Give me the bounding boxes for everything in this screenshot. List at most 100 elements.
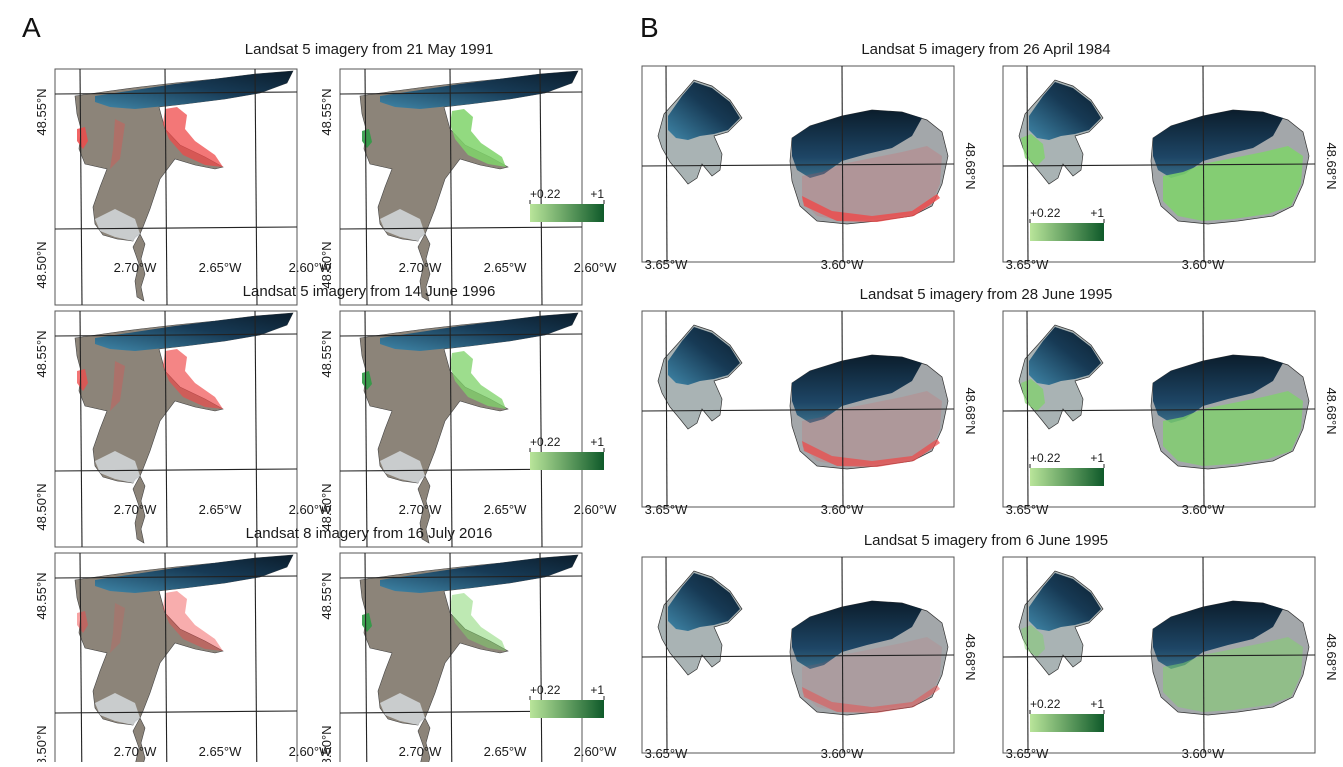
map-content	[359, 554, 579, 767]
pond-east-water	[1153, 601, 1283, 669]
rgb-map	[641, 556, 955, 754]
meridian-line	[364, 68, 368, 306]
meridian-line	[1026, 310, 1029, 508]
map-content	[1018, 570, 1310, 716]
red-vegetation	[77, 611, 88, 633]
x-tick-label: 2.65°W	[199, 744, 243, 759]
colorbar-ramp	[1030, 468, 1104, 486]
meridian-line	[364, 552, 368, 767]
x-tick-label: 2.60°W	[289, 502, 333, 517]
y-tick-label: 48.68°N	[1324, 142, 1339, 189]
x-tick-label: 3.65°W	[645, 746, 689, 761]
x-tick-label: 2.65°W	[484, 744, 528, 759]
y-tick-label: 48.50°N	[319, 725, 334, 762]
meridian-line	[665, 556, 668, 754]
map-content	[1018, 79, 1310, 225]
meridian-line	[449, 68, 453, 306]
parallel-line	[54, 226, 298, 230]
bright-flat	[380, 451, 425, 483]
land-channel	[132, 717, 146, 767]
x-tick-label: 3.60°W	[1182, 746, 1226, 761]
water-area	[95, 555, 293, 593]
red-vegetation	[802, 685, 940, 713]
map-content	[74, 554, 294, 767]
bright-flat	[95, 209, 140, 241]
panel-b: Landsat 5 imagery from 26 April 1984 +0.2…	[641, 41, 1339, 761]
land-channel	[417, 717, 431, 767]
y-tick-label: 48.68°N	[963, 633, 978, 680]
meridian-line	[1026, 65, 1029, 263]
map-content	[359, 70, 579, 302]
parallel-line	[339, 575, 583, 579]
x-tick-label: 2.70°W	[114, 744, 158, 759]
y-tick-label: 48.68°N	[963, 387, 978, 434]
parallel-line	[339, 333, 583, 337]
x-tick-label: 3.60°W	[1182, 502, 1226, 517]
map-title: Landsat 5 imagery from 28 June 1995	[860, 286, 1113, 303]
panel-a-row: Landsat 8 imagery from 16 July 2016 +0.22…	[34, 525, 618, 767]
colorbar-legend: +0.22 +1	[529, 187, 605, 222]
colorbar-min-label: +0.22	[530, 683, 561, 697]
meridian-line	[449, 310, 453, 548]
meridian-line	[539, 68, 543, 306]
x-tick-label: 3.65°W	[645, 502, 689, 517]
x-tick-label: 3.60°W	[821, 257, 865, 272]
map-frame	[339, 310, 583, 548]
water-area	[95, 313, 293, 351]
meridian-line	[164, 310, 168, 548]
x-tick-label: 3.65°W	[1006, 502, 1050, 517]
x-tick-label: 2.70°W	[399, 502, 443, 517]
parallel-line	[1002, 163, 1316, 167]
red-vegetation	[802, 439, 940, 467]
colorbar-ramp	[530, 452, 604, 470]
meridian-line	[254, 68, 258, 306]
x-tick-label: 2.60°W	[574, 502, 618, 517]
meridian-line	[665, 310, 668, 508]
map-frame	[54, 310, 298, 548]
land-channel	[132, 475, 146, 544]
map-content	[359, 312, 579, 544]
pond-west-water	[1029, 573, 1101, 631]
pond-east-water	[792, 110, 922, 178]
red-vegetation	[110, 119, 125, 169]
ndvi-map	[339, 310, 583, 548]
colorbar-ramp	[1030, 223, 1104, 241]
panel-b-row: Landsat 5 imagery from 6 June 1995+0.22 +…	[641, 532, 1339, 761]
y-tick-label: 48.50°N	[34, 725, 49, 762]
ndvi-map	[339, 552, 583, 767]
parallel-line	[54, 91, 298, 95]
pond-west-water	[1029, 82, 1101, 140]
x-tick-label: 3.65°W	[1006, 746, 1050, 761]
colorbar-max-label: +1	[1090, 206, 1104, 220]
x-tick-label: 2.60°W	[574, 744, 618, 759]
map-title: Landsat 8 imagery from 16 July 2016	[246, 525, 493, 542]
panel-letter-a: A	[22, 12, 41, 43]
colorbar-max-label: +1	[1090, 451, 1104, 465]
colorbar-legend: +0.22 +1	[529, 435, 605, 470]
y-tick-label: 48.68°N	[1324, 387, 1339, 434]
map-content	[1018, 324, 1310, 470]
meridian-line	[1026, 556, 1029, 754]
meridian-line	[164, 68, 168, 306]
pond-east-water	[1153, 355, 1283, 423]
green-ndvi-area	[362, 371, 372, 390]
map-content	[74, 70, 294, 302]
water-area	[380, 71, 578, 109]
map-frame	[339, 68, 583, 306]
colorbar-ramp	[530, 204, 604, 222]
bright-flat	[380, 693, 425, 725]
y-tick-label: 48.55°N	[34, 88, 49, 135]
ndvi-map	[1002, 556, 1316, 754]
meridian-line	[79, 310, 83, 548]
y-tick-label: 48.55°N	[34, 330, 49, 377]
x-tick-label: 2.70°W	[114, 260, 158, 275]
pond-west-water	[668, 327, 740, 385]
rgb-map	[641, 65, 955, 263]
x-tick-label: 3.65°W	[1006, 257, 1050, 272]
pond-west-water	[668, 573, 740, 631]
colorbar-legend: +0.22 +1	[1029, 451, 1105, 486]
colorbar-legend: +0.22 +1	[1029, 697, 1105, 732]
x-tick-label: 3.65°W	[645, 257, 689, 272]
map-title: Landsat 5 imagery from 26 April 1984	[861, 41, 1110, 58]
x-tick-label: 3.60°W	[821, 502, 865, 517]
